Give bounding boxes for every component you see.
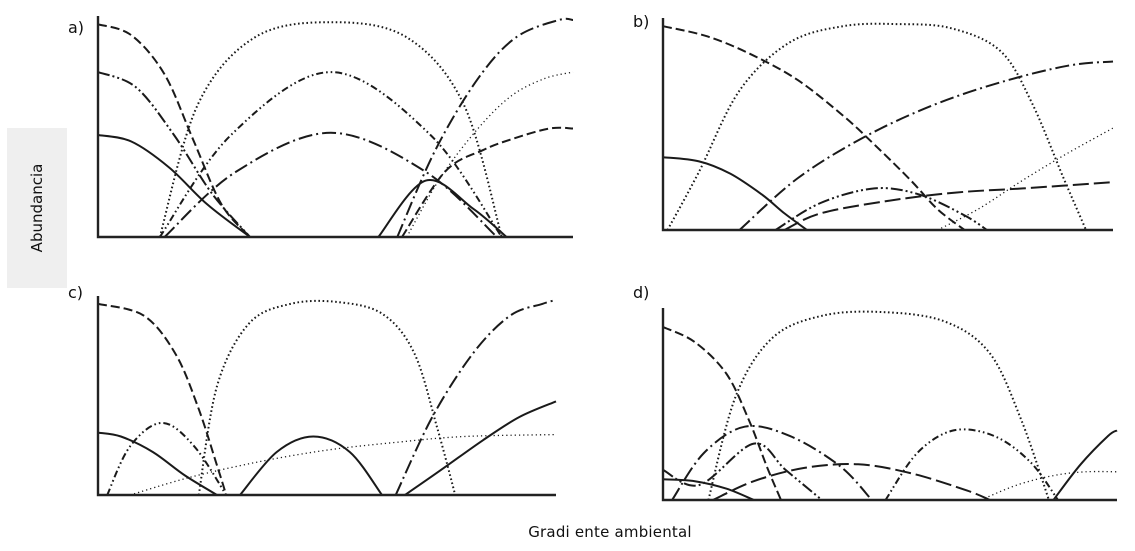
series-curve-3	[662, 156, 808, 231]
panel-1: a)	[68, 16, 574, 239]
axes-lines	[96, 296, 556, 497]
series-curve-9	[1052, 429, 1118, 501]
series-curve-6	[784, 181, 1114, 231]
panel-3: c)	[68, 283, 557, 497]
series-curve-1	[662, 25, 966, 231]
series-curve-8	[396, 17, 574, 238]
series-curve-7	[377, 179, 508, 238]
series-curve-4	[158, 71, 503, 238]
axes-lines	[96, 16, 573, 239]
series-curve-3	[97, 431, 218, 496]
series-curve-1	[97, 134, 251, 238]
panel-label: b)	[633, 12, 649, 31]
series-curve-5	[774, 187, 988, 231]
series-curve-7	[937, 127, 1114, 231]
panel-label: a)	[68, 18, 84, 37]
series-curve-2	[97, 23, 251, 238]
series-curve-9	[401, 126, 574, 238]
series-curve-2	[707, 310, 1050, 501]
series-curve-7	[884, 428, 1059, 501]
series-curve-1	[662, 326, 782, 501]
series-curve-4	[738, 60, 1114, 231]
series-curve-2	[666, 22, 1087, 231]
series-curve-10	[406, 71, 574, 238]
series-curve-1	[97, 302, 228, 496]
panel-label: c)	[68, 283, 83, 302]
series-curve-6	[712, 463, 991, 501]
panel-label: d)	[633, 283, 649, 302]
series-curve-8	[404, 400, 557, 496]
series-curve-4	[671, 425, 873, 501]
series-curve-3	[97, 71, 251, 238]
panel-2: b)	[633, 12, 1114, 232]
series-curve-5	[129, 433, 557, 496]
series-curve-6	[163, 131, 498, 238]
series-curve-2	[197, 299, 457, 496]
axes-lines	[661, 18, 1113, 232]
series-curve-3	[662, 442, 823, 501]
axes-lines	[661, 308, 1117, 502]
x-axis-label: Gradi ente ambiental	[528, 523, 692, 541]
panel-4: d)	[633, 283, 1118, 502]
series-curve-6	[239, 435, 383, 496]
series-curve-7	[394, 299, 557, 496]
series-curve-5	[662, 478, 755, 501]
series-curve-5	[158, 21, 503, 238]
y-axis-label-background	[7, 128, 67, 288]
